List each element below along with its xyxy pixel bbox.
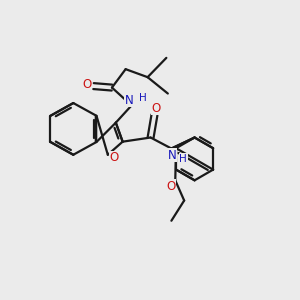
Text: H: H xyxy=(139,93,147,103)
Text: O: O xyxy=(110,151,119,164)
Text: O: O xyxy=(82,78,91,91)
Text: N: N xyxy=(168,148,176,162)
Text: N: N xyxy=(125,94,134,106)
Text: O: O xyxy=(151,102,160,115)
Text: H: H xyxy=(179,154,187,164)
Text: O: O xyxy=(166,180,176,193)
